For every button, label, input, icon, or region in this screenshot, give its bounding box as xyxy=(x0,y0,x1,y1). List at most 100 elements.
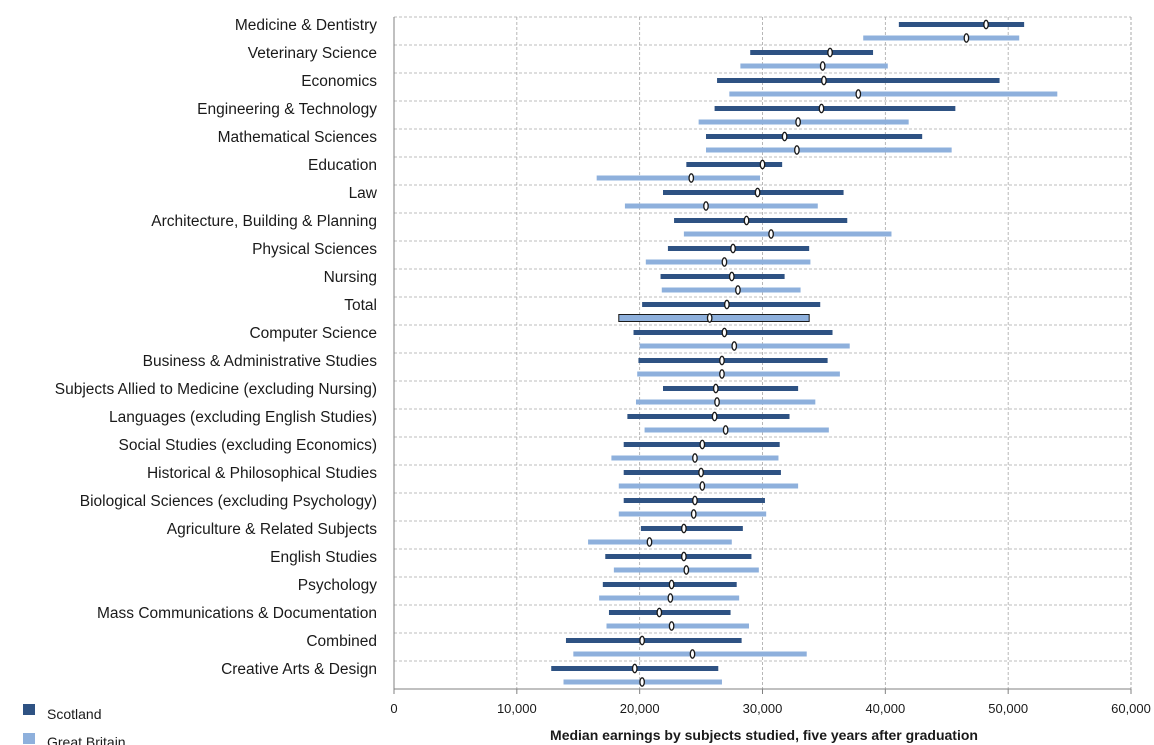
legend-label-great-britain: Great Britain xyxy=(47,734,126,745)
median-marker-scotland-veterinary-science xyxy=(827,47,833,58)
median-marker-great-britain-economics xyxy=(855,89,862,99)
x-tick-label: 50,000 xyxy=(988,701,1028,716)
x-tick-label: 0 xyxy=(390,701,397,716)
median-marker-great-britain-computer-science xyxy=(731,341,738,351)
x-axis-label: Median earnings by subjects studied, fiv… xyxy=(550,727,978,743)
category-label-veterinary-science: Veterinary Science xyxy=(248,45,377,62)
x-tick-label: 60,000 xyxy=(1111,701,1151,716)
median-marker-scotland-subjects-allied-to-medicine-excluding-nursing xyxy=(712,383,719,394)
category-label-mass-communications-and-documentation: Mass Communications & Documentation xyxy=(97,605,377,622)
range-bar-great-britain-veterinary-science xyxy=(740,63,888,69)
category-label-historical-and-philosophical-studies: Historical & Philosophical Studies xyxy=(147,465,377,482)
median-marker-scotland-combined xyxy=(639,635,645,646)
median-marker-scotland-engineering-and-technology xyxy=(818,103,825,114)
category-label-subjects-allied-to-medicine-excluding-nursing: Subjects Allied to Medicine (excluding N… xyxy=(55,381,377,398)
range-bar-great-britain-computer-science xyxy=(639,343,850,349)
range-bar-great-britain-total xyxy=(618,314,810,322)
range-bars xyxy=(551,19,1058,687)
category-label-social-studies-excluding-economics: Social Studies (excluding Economics) xyxy=(119,437,377,454)
category-label-economics: Economics xyxy=(301,73,377,90)
median-marker-great-britain-biological-sciences-excluding-psychology xyxy=(690,509,697,519)
range-bar-scotland-economics xyxy=(717,78,1000,83)
median-marker-scotland-social-studies-excluding-economics xyxy=(699,439,706,450)
x-tick-label: 40,000 xyxy=(865,701,905,716)
median-marker-great-britain-languages-excluding-english-studies xyxy=(722,425,729,435)
category-label-combined: Combined xyxy=(306,633,377,650)
range-bar-scotland-subjects-allied-to-medicine-excluding-nursing xyxy=(663,386,799,391)
median-marker-great-britain-engineering-and-technology xyxy=(795,117,801,127)
range-bar-great-britain-law xyxy=(624,203,818,209)
median-marker-great-britain-agriculture-and-related-subjects xyxy=(646,537,653,547)
range-bar-great-britain-business-and-administrative-studies xyxy=(637,371,840,377)
category-label-languages-excluding-english-studies: Languages (excluding English Studies) xyxy=(109,409,377,426)
median-marker-scotland-business-and-administrative-studies xyxy=(719,355,725,366)
median-marker-scotland-education xyxy=(759,159,766,170)
x-tick-label: 10,000 xyxy=(497,701,537,716)
median-marker-scotland-physical-sciences xyxy=(730,243,736,254)
range-bar-scotland-combined xyxy=(565,638,742,643)
median-marker-great-britain-business-and-administrative-studies xyxy=(719,369,725,379)
x-tick-label: 30,000 xyxy=(743,701,783,716)
range-bar-great-britain-physical-sciences xyxy=(645,259,811,265)
category-label-biological-sciences-excluding-psychology: Biological Sciences (excluding Psycholog… xyxy=(80,493,377,510)
category-label-education: Education xyxy=(308,157,377,174)
median-marker-scotland-agriculture-and-related-subjects xyxy=(681,523,687,534)
range-bar-scotland-architecture-building-and-planning xyxy=(674,218,848,223)
range-bar-scotland-physical-sciences xyxy=(667,246,810,251)
range-bar-great-britain-engineering-and-technology xyxy=(698,119,909,125)
range-bar-great-britain-nursing xyxy=(661,287,801,293)
range-bar-great-britain-economics xyxy=(729,91,1058,97)
category-label-architecture-building-and-planning: Architecture, Building & Planning xyxy=(151,213,377,230)
median-marker-scotland-mathematical-sciences xyxy=(781,131,788,142)
median-marker-great-britain-nursing xyxy=(735,285,741,295)
median-marker-great-britain-medicine-and-dentistry xyxy=(963,33,970,43)
range-bar-great-britain-mathematical-sciences xyxy=(705,147,952,153)
median-marker-great-britain-total xyxy=(706,313,713,323)
median-marker-great-britain-veterinary-science xyxy=(819,61,826,71)
category-label-english-studies: English Studies xyxy=(270,549,377,566)
median-marker-scotland-biological-sciences-excluding-psychology xyxy=(692,495,698,506)
range-bar-scotland-mass-communications-and-documentation xyxy=(608,610,731,615)
median-marker-great-britain-historical-and-philosophical-studies xyxy=(699,481,706,491)
category-label-agriculture-and-related-subjects: Agriculture & Related Subjects xyxy=(167,521,377,538)
range-bar-scotland-medicine-and-dentistry xyxy=(898,22,1025,27)
median-marker-scotland-nursing xyxy=(728,271,735,282)
median-marker-scotland-english-studies xyxy=(681,551,687,562)
range-bar-great-britain-subjects-allied-to-medicine-excluding-nursing xyxy=(635,399,816,405)
median-marker-great-britain-architecture-building-and-planning xyxy=(768,229,774,239)
range-bar-scotland-english-studies xyxy=(605,554,752,559)
category-label-business-and-administrative-studies: Business & Administrative Studies xyxy=(143,353,378,370)
range-bar-scotland-total xyxy=(642,302,821,307)
legend-swatch-scotland xyxy=(23,704,35,715)
x-tick-label: 20,000 xyxy=(620,701,660,716)
category-label-nursing: Nursing xyxy=(324,269,377,286)
range-bar-scotland-agriculture-and-related-subjects xyxy=(640,526,743,531)
range-bar-scotland-veterinary-science xyxy=(750,50,874,55)
median-marker-great-britain-creative-arts-and-design xyxy=(639,677,645,687)
category-label-medicine-and-dentistry: Medicine & Dentistry xyxy=(235,17,377,34)
grid xyxy=(393,16,1132,694)
range-bar-great-britain-mass-communications-and-documentation xyxy=(606,623,749,629)
median-marker-great-britain-mass-communications-and-documentation xyxy=(668,621,675,631)
median-marker-scotland-law xyxy=(754,187,761,198)
legend: Scotland Great Britain xyxy=(23,704,126,745)
range-bar-scotland-languages-excluding-english-studies xyxy=(627,414,790,419)
range-bar-scotland-computer-science xyxy=(633,330,833,335)
category-label-total: Total xyxy=(344,297,377,314)
median-marker-scotland-mass-communications-and-documentation xyxy=(656,607,663,618)
range-bar-scotland-business-and-administrative-studies xyxy=(638,358,828,363)
median-marker-scotland-computer-science xyxy=(721,327,728,338)
median-marker-great-britain-physical-sciences xyxy=(721,257,728,267)
range-bar-scotland-mathematical-sciences xyxy=(705,134,923,139)
category-label-law: Law xyxy=(349,185,378,202)
category-label-mathematical-sciences: Mathematical Sciences xyxy=(218,129,378,146)
median-marker-great-britain-english-studies xyxy=(683,565,690,575)
median-marker-great-britain-combined xyxy=(689,649,696,659)
median-marker-great-britain-psychology xyxy=(667,593,674,603)
range-bar-great-britain-education xyxy=(596,175,761,181)
range-bar-scotland-education xyxy=(686,162,783,167)
legend-label-scotland: Scotland xyxy=(47,706,101,722)
median-marker-scotland-economics xyxy=(821,75,827,86)
median-marker-scotland-languages-excluding-english-studies xyxy=(711,411,718,422)
range-bar-scotland-engineering-and-technology xyxy=(714,106,956,111)
